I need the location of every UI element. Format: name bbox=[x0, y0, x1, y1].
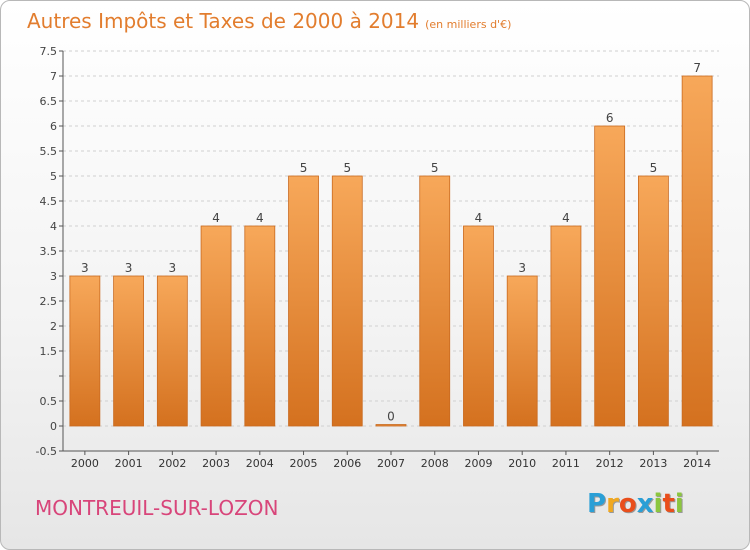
x-tick-label-2006: 2006 bbox=[333, 457, 361, 470]
y-tick-label: 2 bbox=[50, 320, 57, 333]
data-label-2013: 5 bbox=[650, 161, 658, 175]
bars bbox=[69, 75, 713, 427]
x-tick-label-2007: 2007 bbox=[377, 457, 405, 470]
x-tick-label-2003: 2003 bbox=[202, 457, 230, 470]
data-label-2014: 7 bbox=[693, 61, 701, 75]
bar-2006 bbox=[331, 175, 363, 427]
y-axis: -0.5 0 0.5 1.5 2 2.5 3 3.5 4 4.5 5 5.5 6 6.5 7 7.5 bbox=[36, 45, 64, 458]
y-tick-label: 6.5 bbox=[40, 95, 58, 108]
bar-2007 bbox=[375, 424, 407, 427]
x-tick-label-2011: 2011 bbox=[552, 457, 580, 470]
x-tick-label-2012: 2012 bbox=[596, 457, 624, 470]
data-label-2002: 3 bbox=[169, 261, 177, 275]
chart-title-block: Autres Impôts et Taxes de 2000 à 2014 (en… bbox=[27, 9, 511, 33]
data-label-2011: 4 bbox=[562, 211, 570, 225]
bar-2011 bbox=[550, 225, 582, 427]
x-tick-label-2013: 2013 bbox=[639, 457, 667, 470]
bar-2013 bbox=[638, 175, 669, 427]
chart-unit: (en milliers d'€) bbox=[425, 18, 512, 31]
y-tick-label: 5.5 bbox=[40, 145, 58, 158]
bar-2012 bbox=[594, 125, 626, 427]
y-tick-label: 3.5 bbox=[40, 245, 58, 258]
y-tick-label: 7 bbox=[50, 70, 57, 83]
data-label-2005: 5 bbox=[300, 161, 308, 175]
y-tick-label: 2.5 bbox=[40, 295, 58, 308]
logo-letter: t bbox=[662, 489, 675, 519]
data-label-2004: 4 bbox=[256, 211, 264, 225]
y-tick-label: 3 bbox=[50, 270, 57, 283]
logo-letter: P bbox=[587, 489, 607, 519]
x-tick-label-2000: 2000 bbox=[71, 457, 99, 470]
bar-2014 bbox=[681, 75, 713, 427]
data-label-2003: 4 bbox=[212, 211, 220, 225]
y-tick-label: 1.5 bbox=[40, 345, 58, 358]
data-label-2009: 4 bbox=[475, 211, 483, 225]
x-tick-label-2008: 2008 bbox=[421, 457, 449, 470]
bar-2003 bbox=[200, 225, 232, 427]
logo-letter: o bbox=[618, 489, 637, 519]
x-tick-label-2014: 2014 bbox=[683, 457, 711, 470]
data-label-2006: 5 bbox=[343, 161, 351, 175]
x-tick-label-2009: 2009 bbox=[464, 457, 492, 470]
bar-2008 bbox=[419, 175, 451, 427]
proxiti-logo: Proxiti bbox=[587, 489, 684, 519]
y-tick-label: 7.5 bbox=[40, 45, 58, 58]
bar-2000 bbox=[69, 275, 101, 427]
x-tick-label-2001: 2001 bbox=[115, 457, 143, 470]
data-label-2001: 3 bbox=[125, 261, 133, 275]
y-tick-label: 4 bbox=[50, 220, 57, 233]
chart-title: Autres Impôts et Taxes de 2000 à 2014 bbox=[27, 9, 420, 33]
bar-2009 bbox=[463, 225, 494, 427]
y-tick-label: 0 bbox=[50, 420, 57, 433]
x-tick-label-2005: 2005 bbox=[290, 457, 318, 470]
x-tick-label-2010: 2010 bbox=[508, 457, 536, 470]
city-name: MONTREUIL-SUR-LOZON bbox=[35, 496, 279, 520]
logo-letter: i bbox=[674, 489, 684, 519]
x-tick-label-2002: 2002 bbox=[158, 457, 186, 470]
data-label-2012: 6 bbox=[606, 111, 614, 125]
bar-2004 bbox=[244, 225, 276, 427]
y-tick-label: 0.5 bbox=[40, 395, 58, 408]
bar-2001 bbox=[113, 275, 144, 427]
y-tick-label: 6 bbox=[50, 120, 57, 133]
x-axis: 2000 2001 2002 2003 2004 2005 2006 2007 2008 2009… bbox=[63, 450, 719, 470]
data-label-2000: 3 bbox=[81, 261, 89, 275]
bar-2010 bbox=[506, 275, 538, 427]
data-label-2007: 0 bbox=[387, 410, 395, 424]
bar-2005 bbox=[288, 175, 319, 427]
bar-2002 bbox=[156, 275, 188, 427]
x-tick-label-2004: 2004 bbox=[246, 457, 274, 470]
y-tick-label: 4.5 bbox=[40, 195, 58, 208]
y-tick-label: 5 bbox=[50, 170, 57, 183]
y-tick-label: -0.5 bbox=[36, 445, 57, 458]
data-label-2008: 5 bbox=[431, 161, 439, 175]
data-label-2010: 3 bbox=[518, 261, 526, 275]
logo-letter: i bbox=[653, 489, 663, 519]
logo-letter: r bbox=[606, 489, 619, 519]
data-labels: 3 3 3 4 4 5 5 0 5 4 3 4 6 5 7 bbox=[81, 61, 701, 424]
logo-letter: x bbox=[636, 489, 654, 519]
